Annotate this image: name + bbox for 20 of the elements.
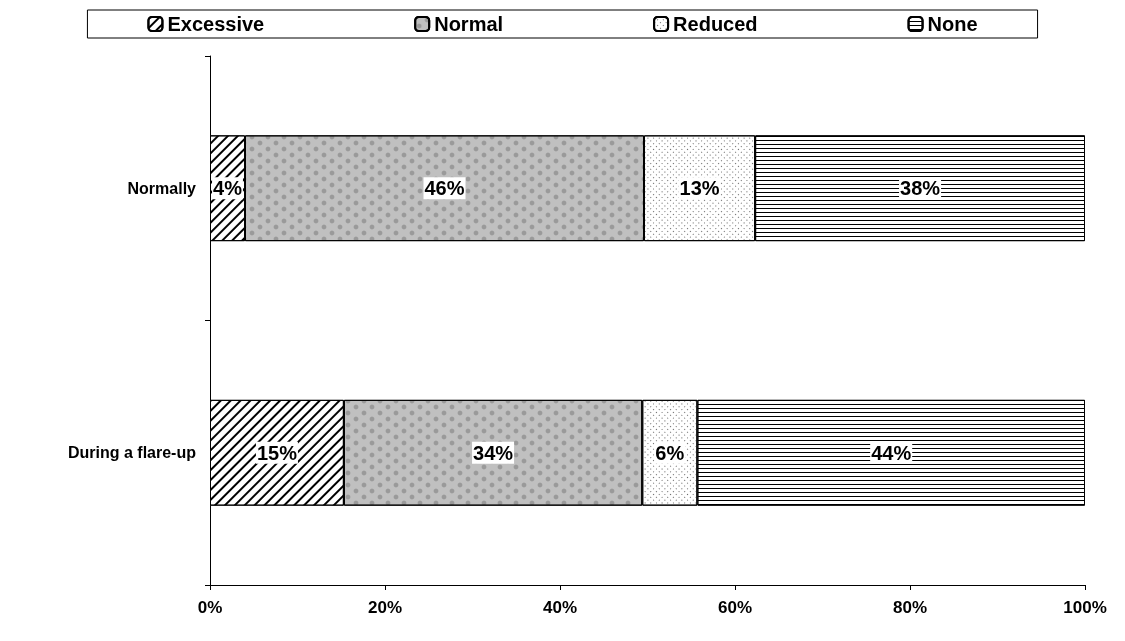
data-label: 38% <box>900 177 941 200</box>
x-tick-label: 60% <box>717 598 753 617</box>
data-label: 4% <box>213 177 243 200</box>
x-tick-label: 0% <box>197 598 223 617</box>
x-tick-label: 40% <box>542 598 578 617</box>
data-label: 34% <box>473 441 514 464</box>
legend-label: Reduced <box>673 13 758 35</box>
legend-label: Normal <box>434 13 504 35</box>
y-tick-label: Normally <box>127 179 197 197</box>
y-tick-label: During a flare-up <box>67 444 197 462</box>
x-tick-label: 80% <box>892 598 928 617</box>
data-label: 13% <box>679 177 720 200</box>
legend-label: Excessive <box>167 13 265 35</box>
data-label: 44% <box>871 441 912 464</box>
data-label: 6% <box>655 441 685 464</box>
data-label: 46% <box>424 177 465 200</box>
legend-label: None <box>927 13 978 35</box>
data-label: 15% <box>256 441 298 464</box>
x-tick-label: 100% <box>1063 598 1107 617</box>
x-tick-label: 20% <box>367 598 403 617</box>
